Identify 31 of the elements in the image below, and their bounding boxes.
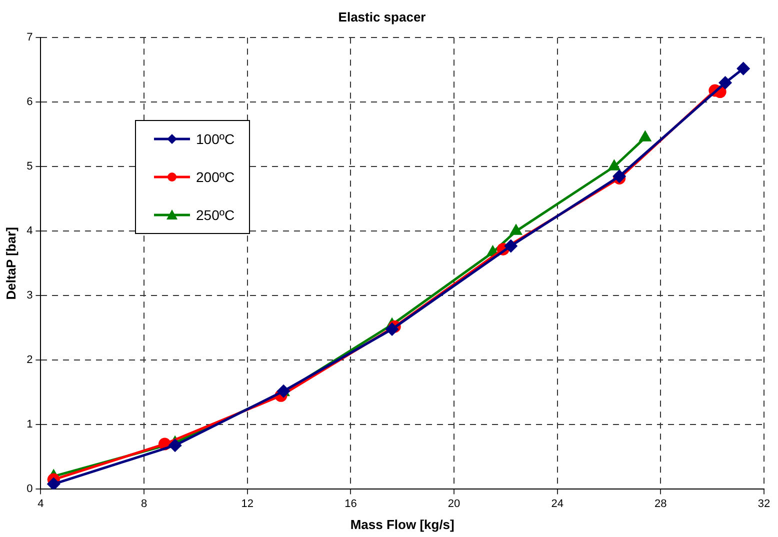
x-tick-label: 16 xyxy=(344,498,357,510)
point xyxy=(719,76,732,90)
x-tick-label: 20 xyxy=(448,498,460,510)
point xyxy=(608,160,620,170)
point xyxy=(168,439,182,452)
y-tick-label: 1 xyxy=(26,418,33,431)
legend-label: 100ºC xyxy=(196,131,235,147)
x-tick-label: 8 xyxy=(140,498,148,510)
y-tick-label: 5 xyxy=(26,160,33,173)
y-tick-label: 7 xyxy=(26,32,33,44)
point xyxy=(386,322,398,336)
x-tick-label: 4 xyxy=(38,498,44,510)
y-tick-label: 6 xyxy=(26,96,33,108)
y-tick-label: 4 xyxy=(26,225,33,238)
y-tick-label: 3 xyxy=(26,290,33,302)
point xyxy=(504,240,518,252)
chart-title: Elastic spacer xyxy=(338,9,426,24)
point xyxy=(47,478,60,490)
x-tick-label: 24 xyxy=(551,498,564,510)
x-tick-label: 32 xyxy=(758,498,770,510)
point xyxy=(737,62,750,75)
x-tick-label: 28 xyxy=(654,498,667,510)
y-tick-label: 0 xyxy=(26,483,33,496)
point xyxy=(640,131,651,142)
legend-label: 250ºC xyxy=(196,207,235,223)
y-tick-label: 2 xyxy=(26,354,33,366)
y-axis-title: DeltaP [bar] xyxy=(3,227,18,300)
legend-label: 200ºC xyxy=(196,169,235,185)
x-tick-label: 12 xyxy=(241,498,254,510)
point xyxy=(510,224,522,235)
x-axis-title: Mass Flow [kg/s] xyxy=(350,516,454,532)
